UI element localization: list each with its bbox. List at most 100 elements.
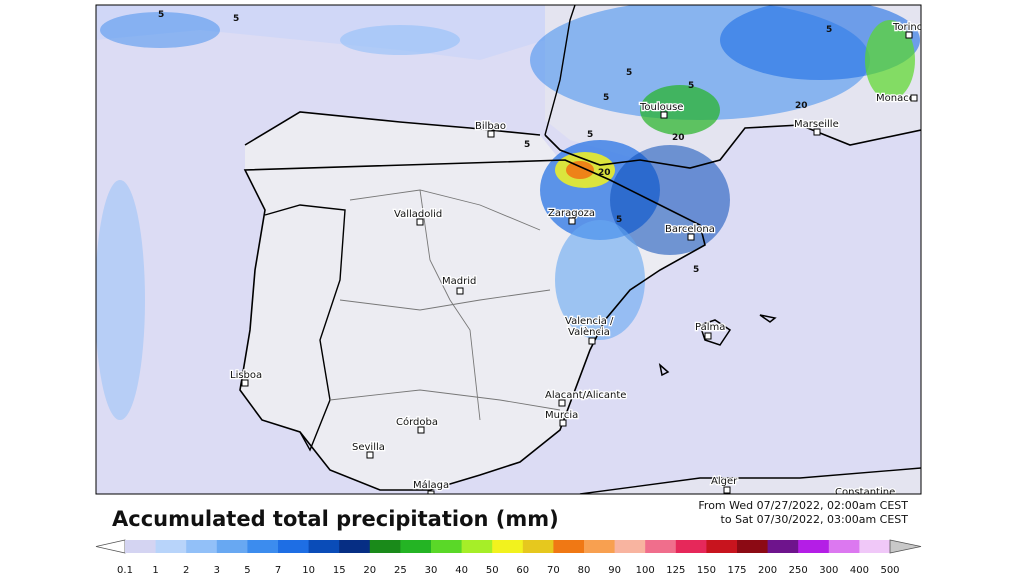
legend-swatch xyxy=(614,540,646,553)
legend-swatch xyxy=(247,540,279,553)
city-marker xyxy=(366,451,374,459)
city-label: Toulouse xyxy=(639,102,683,113)
legend-swatch xyxy=(522,540,554,553)
legend-level: 100 xyxy=(636,565,655,576)
city-marker xyxy=(660,111,668,119)
city-label: Zaragoza xyxy=(548,208,595,219)
legend-level: 200 xyxy=(758,565,777,576)
city-label: Torino xyxy=(892,22,923,33)
legend-level: 40 xyxy=(455,565,468,576)
city-marker xyxy=(568,217,576,225)
legend-swatch xyxy=(584,540,616,553)
legend-swatch xyxy=(278,540,310,553)
map: Torino Monaco Toulouse Marseille Bilbao Zarag… xyxy=(96,5,923,498)
city-marker xyxy=(241,379,249,387)
legend-swatch xyxy=(675,540,707,553)
city-marker xyxy=(559,419,567,427)
legend-swatch xyxy=(798,540,830,553)
contour-label: 5 xyxy=(826,25,832,35)
legend-level: 400 xyxy=(850,565,869,576)
legend-level: 250 xyxy=(789,565,808,576)
legend-level: 15 xyxy=(333,565,346,576)
contour-label: 5 xyxy=(688,81,694,91)
city-marker xyxy=(427,490,435,494)
legend-arrow-high xyxy=(889,539,922,554)
legend-level: 20 xyxy=(363,565,376,576)
city-label: Palma xyxy=(695,322,725,333)
legend-swatch xyxy=(737,540,769,553)
contour-label: 5 xyxy=(158,10,164,20)
city-marker xyxy=(687,233,695,241)
city-label: Lisboa xyxy=(230,370,262,381)
contour-label: 5 xyxy=(603,93,609,103)
title: Accumulated total precipitation (mm) xyxy=(112,507,559,531)
legend: 0.1 1 2 3 5 7 10 15 20 25 30 40 50 60 70 80 90 100 125 150 1… xyxy=(95,539,922,576)
legend-swatch xyxy=(155,540,187,553)
legend-swatch xyxy=(767,540,799,553)
contour-label: 5 xyxy=(693,265,699,275)
legend-swatch xyxy=(492,540,524,553)
city-marker xyxy=(558,399,566,407)
city-marker xyxy=(588,337,596,345)
legend-level: 25 xyxy=(394,565,407,576)
legend-swatch xyxy=(461,540,493,553)
city-label: Madrid xyxy=(442,276,476,287)
city-label: Constantine xyxy=(835,487,895,498)
legend-swatch xyxy=(828,540,860,553)
city-label: Alacant/Alicante xyxy=(545,390,626,401)
city-marker xyxy=(813,128,821,136)
contour-label: 5 xyxy=(233,14,239,24)
legend-level: 0.1 xyxy=(117,565,133,576)
city-marker xyxy=(416,218,424,226)
period-start: From Wed 07/27/2022, 02:00am CEST xyxy=(698,499,908,512)
legend-level: 500 xyxy=(880,565,899,576)
legend-level: 70 xyxy=(547,565,560,576)
city-label: Córdoba xyxy=(396,416,438,428)
legend-swatch xyxy=(553,540,585,553)
city-label: Valladolid xyxy=(394,209,442,220)
legend-level: 300 xyxy=(819,565,838,576)
legend-swatch xyxy=(125,540,157,553)
city-marker xyxy=(417,426,425,434)
legend-swatch xyxy=(369,540,401,553)
legend-swatch xyxy=(308,540,340,553)
city-marker xyxy=(704,332,712,340)
legend-level: 2 xyxy=(183,565,189,576)
legend-level: 30 xyxy=(425,565,438,576)
legend-level: 125 xyxy=(666,565,685,576)
legend-swatch xyxy=(186,540,218,553)
legend-level: 60 xyxy=(516,565,529,576)
city-label: Monaco xyxy=(876,93,915,104)
legend-level: 150 xyxy=(697,565,716,576)
city-label: Marseille xyxy=(794,119,839,130)
legend-swatch xyxy=(431,540,463,553)
map-frame xyxy=(95,4,922,495)
legend-swatch xyxy=(339,540,371,553)
contour-label: 5 xyxy=(616,215,622,225)
contour-label: 5 xyxy=(524,140,530,150)
legend-level: 50 xyxy=(486,565,499,576)
legend-level: 7 xyxy=(275,565,281,576)
contour-label: 5 xyxy=(626,68,632,78)
city-label: Alger xyxy=(711,476,738,487)
city-marker xyxy=(910,94,918,102)
city-marker xyxy=(456,287,464,295)
legend-level: 175 xyxy=(727,565,746,576)
city-marker xyxy=(487,130,495,138)
city-label: Málaga xyxy=(413,479,449,491)
legend-level: 90 xyxy=(608,565,621,576)
legend-level: 80 xyxy=(578,565,591,576)
city-label: València xyxy=(568,326,610,338)
contour-label: 5 xyxy=(587,130,593,140)
city-label: Bilbao xyxy=(475,121,506,132)
legend-level: 5 xyxy=(244,565,250,576)
legend-level: 3 xyxy=(214,565,220,576)
contour-label: 20 xyxy=(795,101,808,111)
city-label: Murcia xyxy=(545,410,578,421)
map-labels: Torino Monaco Toulouse Marseille Bilbao Zarag… xyxy=(158,10,923,498)
legend-swatch xyxy=(859,540,891,553)
contour-label: 20 xyxy=(598,168,611,178)
city-label: Sevilla xyxy=(352,442,385,453)
city-marker xyxy=(905,31,913,39)
